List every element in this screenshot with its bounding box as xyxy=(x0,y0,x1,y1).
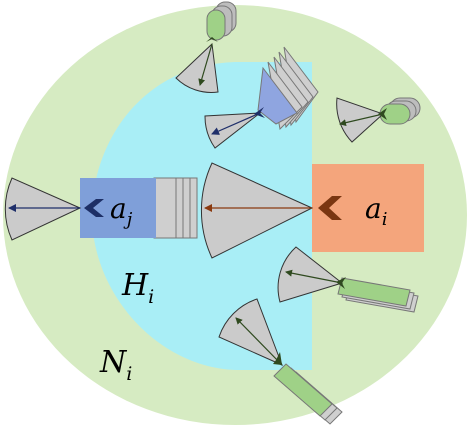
agent-i: ai xyxy=(200,162,424,259)
chevron-icon xyxy=(336,277,346,289)
neighbor-agent-bottom xyxy=(218,298,343,425)
chevron-icon xyxy=(273,352,282,365)
neighbor-heading-arrow xyxy=(198,43,213,86)
neighbor-fov xyxy=(204,112,262,149)
agent-j-tail-stack xyxy=(153,177,198,239)
hidden-region-label: Hi xyxy=(121,268,154,308)
neighbor-fov xyxy=(277,246,344,303)
neighbor-heading-arrow xyxy=(235,317,283,366)
neighbor-heading-arrow xyxy=(285,269,343,284)
agent-i-label: ai xyxy=(365,192,387,230)
neighbor-agent-right-middle xyxy=(277,246,419,313)
neighbor-agent-center-top xyxy=(204,46,319,149)
neighborhood-label: Ni xyxy=(99,345,132,385)
agent-j-label: aj xyxy=(110,192,133,230)
chevron-left-icon xyxy=(318,196,342,220)
agent-j-fov xyxy=(4,177,82,241)
neighbor-heading-arrow xyxy=(211,112,261,135)
chevron-icon xyxy=(378,108,387,120)
chevron-icon xyxy=(206,37,218,42)
chevron-left-icon xyxy=(84,199,104,217)
neighbor-tail-stack xyxy=(379,97,421,125)
chevron-icon xyxy=(254,107,265,118)
neighbor-tail-stack xyxy=(273,363,343,425)
agent-j: aj xyxy=(4,177,198,241)
neighbor-agent-top-right xyxy=(336,97,421,143)
neighbor-agent-top-left xyxy=(175,1,237,93)
agent-i-body xyxy=(312,164,424,252)
neighbor-tail-stack xyxy=(206,1,237,41)
neighbor-tail-stack xyxy=(337,277,419,313)
neighbor-heading-arrow xyxy=(339,113,384,127)
neighbor-fov xyxy=(175,42,219,93)
neighbor-tail-stack xyxy=(257,46,319,131)
agent-i-fov xyxy=(200,162,314,259)
